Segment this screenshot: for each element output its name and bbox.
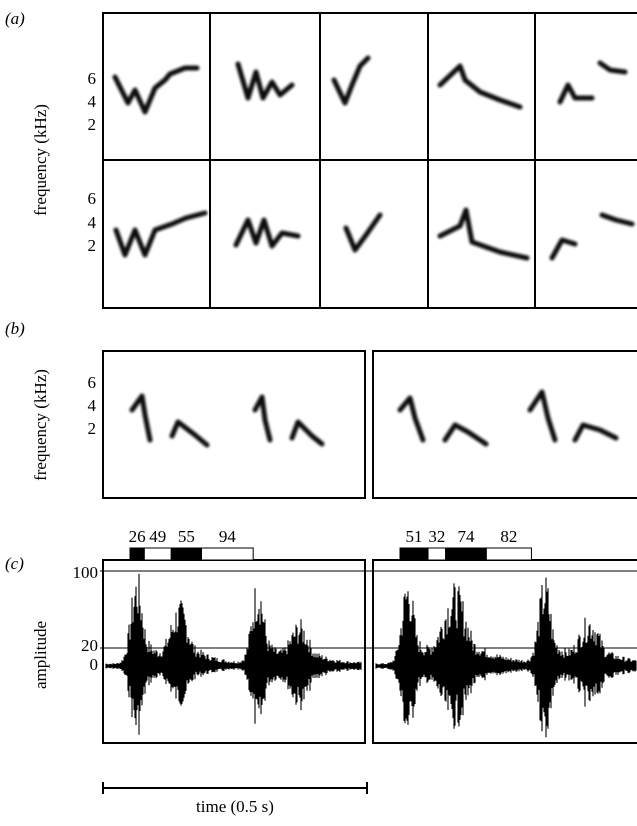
segment-label: 82 <box>500 527 517 546</box>
spectrograms-b <box>129 389 619 448</box>
segment <box>129 547 145 561</box>
y-tick-label: 20 <box>81 636 98 655</box>
segment <box>485 547 532 561</box>
y-tick-label: 6 <box>88 373 97 392</box>
panel-a-frame <box>102 12 637 309</box>
segment-label: 74 <box>458 527 476 546</box>
y-tick-label: 4 <box>88 92 97 111</box>
y-label: frequency (kHz) <box>31 369 50 481</box>
spectrograms-a <box>112 55 635 261</box>
waveform <box>375 577 637 738</box>
y-tick-label: 6 <box>88 69 97 88</box>
segment <box>445 547 487 561</box>
y-tick-label: 4 <box>88 396 97 415</box>
y-tick-label: 6 <box>88 189 97 208</box>
y-tick-label: 2 <box>88 419 97 438</box>
time-scale <box>102 782 368 794</box>
y-label: frequency (kHz) <box>31 104 50 216</box>
segment <box>427 547 447 561</box>
segment-label: 49 <box>149 527 166 546</box>
segment <box>399 547 429 561</box>
waveforms <box>105 573 637 738</box>
segment <box>201 547 254 561</box>
segment-label: 32 <box>428 527 445 546</box>
x-label: time (0.5 s) <box>196 797 274 816</box>
waveform <box>105 573 362 735</box>
y-tick-label: 2 <box>88 236 97 255</box>
panel-label: (a) <box>5 9 25 28</box>
panel-b-frame <box>372 350 637 499</box>
panel-b-frame <box>102 350 366 499</box>
segment-label: 26 <box>129 527 146 546</box>
reference-lines <box>100 570 637 649</box>
segment-bars: 26 49 55 94 51 32 74 82 <box>129 527 532 561</box>
y-tick-label: 4 <box>88 213 97 232</box>
y-tick-label: 0 <box>90 655 99 674</box>
y-tick-label: 100 <box>73 563 99 582</box>
segment-label: 94 <box>219 527 237 546</box>
segment-label: 51 <box>406 527 423 546</box>
segment <box>143 547 172 561</box>
segment-label: 55 <box>178 527 195 546</box>
segment <box>170 547 202 561</box>
y-label: amplitude <box>31 621 50 689</box>
panel-label: (c) <box>5 554 24 573</box>
panel-label: (b) <box>5 319 25 338</box>
y-tick-label: 2 <box>88 115 97 134</box>
